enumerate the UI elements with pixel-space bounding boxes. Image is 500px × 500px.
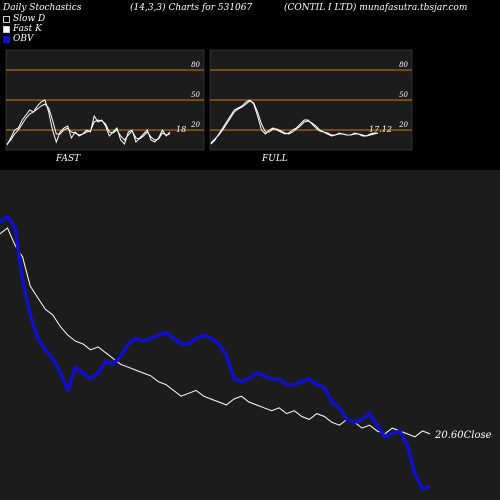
full-panel-label: FULL [261, 154, 288, 164]
obv-line [0, 214, 431, 491]
legend-label-fast-k: Fast K [13, 24, 42, 34]
full-series-line-1 [210, 100, 379, 144]
legend-swatch-fast-k [3, 25, 10, 33]
chart-params: (14,3,3) Charts for 531067 [130, 3, 253, 13]
full-tick-label-20: 20 [398, 121, 408, 129]
legend-swatch-slow-d [3, 15, 10, 23]
fast-tick-label-80: 80 [191, 61, 200, 69]
full-tick-label-80: 80 [399, 61, 408, 69]
legend-item-slow-d: Slow D [3, 14, 45, 24]
fast-tick-label-50: 50 [191, 91, 200, 99]
close-price-label: 20.60Close [434, 430, 492, 441]
legend-label-obv: OBV [13, 34, 34, 44]
company-label: (CONTIL I LTD) munafasutra.tbsjar.com [284, 3, 468, 13]
fast-series-line-1 [6, 103, 171, 145]
legend-item-obv: OBV [3, 34, 34, 44]
fast-last-value-label: 18 [176, 125, 186, 134]
price-line [0, 227, 431, 438]
legend-item-fast-k: Fast K [3, 24, 42, 34]
legend-swatch-obv [3, 35, 10, 43]
full-tick-label-50: 50 [399, 91, 408, 99]
price-panel-bg [0, 170, 500, 500]
fast-panel-label: FAST [55, 154, 81, 164]
chart-title: Daily Stochastics [3, 3, 82, 13]
fast-tick-label-20: 20 [190, 121, 200, 129]
legend-label-slow-d: Slow D [13, 14, 46, 24]
full-last-value-label: 17.12 [369, 125, 392, 134]
